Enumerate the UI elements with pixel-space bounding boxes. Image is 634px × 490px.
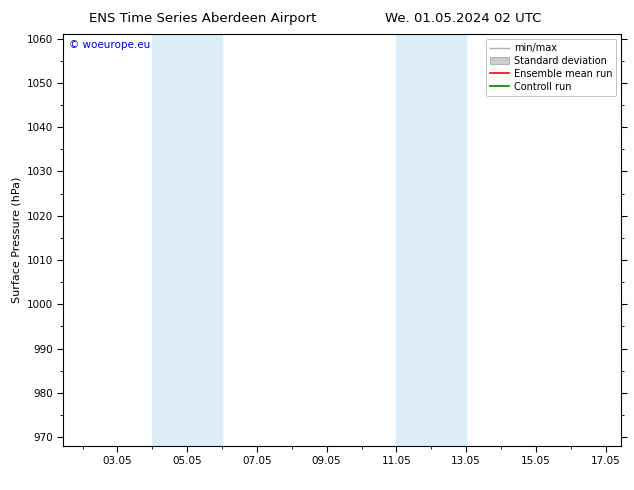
- Text: ENS Time Series Aberdeen Airport: ENS Time Series Aberdeen Airport: [89, 12, 316, 25]
- Legend: min/max, Standard deviation, Ensemble mean run, Controll run: min/max, Standard deviation, Ensemble me…: [486, 39, 616, 96]
- Y-axis label: Surface Pressure (hPa): Surface Pressure (hPa): [11, 177, 21, 303]
- Text: © woeurope.eu: © woeurope.eu: [69, 41, 150, 50]
- Bar: [152, 34, 222, 446]
- Bar: [396, 34, 466, 446]
- Text: We. 01.05.2024 02 UTC: We. 01.05.2024 02 UTC: [385, 12, 541, 25]
